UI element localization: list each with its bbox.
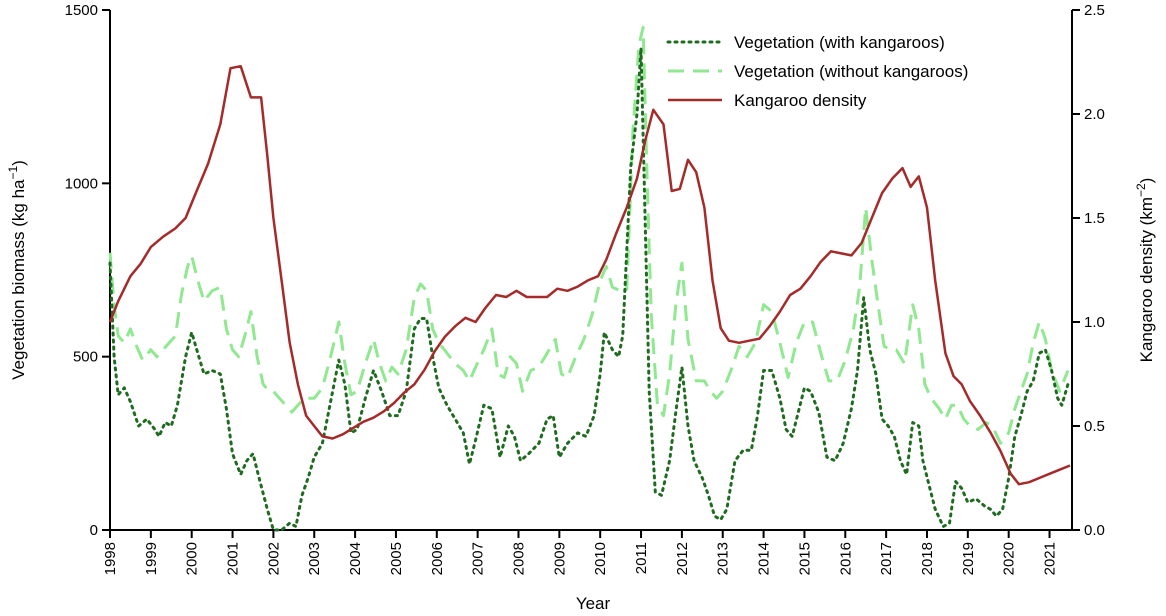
y-left-axis-title: Vegetation biomass (kg ha−1) <box>6 160 28 380</box>
x-tick-label: 2000 <box>184 542 201 575</box>
x-tick-label: 2005 <box>388 542 405 575</box>
legend-label: Vegetation (without kangaroos) <box>734 62 968 81</box>
x-tick-label: 2008 <box>510 542 527 575</box>
y-left-tick-label: 1500 <box>65 2 98 19</box>
axis-titles: Year Vegetation biomass (kg ha−1) Kangar… <box>6 160 1156 613</box>
legend-label: Vegetation (with kangaroos) <box>734 33 945 52</box>
y-left-tick-label: 500 <box>73 349 98 366</box>
x-tick-label: 2004 <box>347 542 364 575</box>
x-tick-label: 2001 <box>225 542 242 575</box>
x-tick-label: 2003 <box>306 542 323 575</box>
x-tick-label: 1998 <box>102 542 119 575</box>
x-tick-label: 2002 <box>265 542 282 575</box>
x-tick-label: 2014 <box>756 542 773 575</box>
x-tick-label: 2009 <box>551 542 568 575</box>
y-left-tick-label: 1000 <box>65 175 98 192</box>
series-line-vegetation-without-kangaroos <box>108 25 1070 445</box>
x-tick-label: 2021 <box>1042 542 1059 575</box>
legend-label: Kangaroo density <box>734 91 867 110</box>
x-tick-label: 2010 <box>592 542 609 575</box>
y-right-tick-label: 2.5 <box>1084 2 1105 19</box>
x-tick-label: 2013 <box>715 542 732 575</box>
series-layer <box>108 25 1071 532</box>
x-tick-label: 2006 <box>429 542 446 575</box>
y-right-axis-title: Kangaroo density (km−2) <box>1134 178 1156 363</box>
x-axis-title: Year <box>576 594 611 613</box>
x-tick-label: 2016 <box>837 542 854 575</box>
x-tick-label: 2017 <box>878 542 895 575</box>
x-tick-label: 2018 <box>919 542 936 575</box>
y-right-tick-label: 1.5 <box>1084 210 1105 227</box>
y-right-tick-label: 0.0 <box>1084 522 1105 539</box>
y-right-tick-label: 0.5 <box>1084 418 1105 435</box>
y-left-tick-label: 0 <box>90 522 98 539</box>
x-tick-label: 2019 <box>960 542 977 575</box>
x-tick-label: 2007 <box>470 542 487 575</box>
series-line-kangaroo-density <box>108 64 1071 486</box>
x-tick-label: 2020 <box>1001 542 1018 575</box>
series-line-vegetation-with-kangaroos <box>108 46 1070 532</box>
legend: Vegetation (with kangaroos) Vegetation (w… <box>666 33 968 110</box>
x-tick-label: 2012 <box>674 542 691 575</box>
axes: 0 500 1000 1500 0.0 0.5 1.0 1.5 2.0 2.5 1998 1999 20… <box>65 2 1105 575</box>
x-tick-label: 1999 <box>143 542 160 575</box>
x-tick-label: 2011 <box>633 542 650 574</box>
y-right-tick-label: 2.0 <box>1084 106 1105 123</box>
y-right-tick-label: 1.0 <box>1084 314 1105 331</box>
x-tick-label: 2015 <box>796 542 813 575</box>
